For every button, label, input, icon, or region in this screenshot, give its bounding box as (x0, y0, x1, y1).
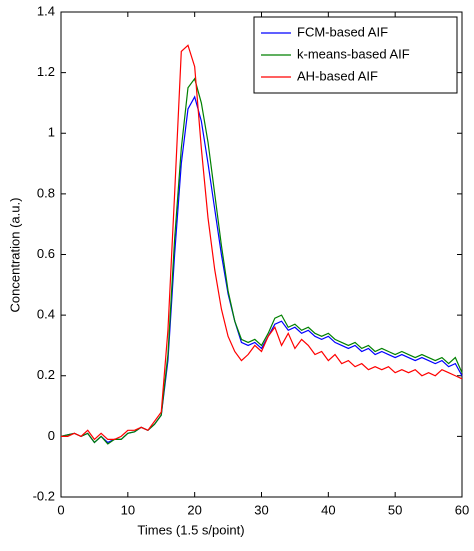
y-tick-label: 0 (48, 428, 55, 443)
y-tick-label: -0.2 (33, 488, 55, 503)
x-tick-label: 40 (321, 502, 335, 517)
series-line (61, 44, 463, 441)
series-line (60, 77, 463, 445)
y-tick-label: 1 (48, 125, 55, 140)
legend-label: FCM-based AIF (297, 24, 388, 39)
y-tick-label: 1.2 (37, 64, 55, 79)
x-tick-label: 0 (57, 502, 64, 517)
plot-frame (60, 11, 463, 498)
x-tick-label: 10 (121, 502, 135, 517)
y-tick-label: 0.8 (37, 185, 55, 200)
legend-label: k-means-based AIF (297, 46, 410, 61)
y-axis-label: Concentration (a.u.) (7, 198, 22, 313)
x-tick-label: 50 (388, 502, 402, 517)
legend-label: AH-based AIF (297, 68, 378, 83)
x-tick-label: 30 (254, 502, 268, 517)
y-tick-label: 0.2 (37, 367, 55, 382)
y-tick-label: 0.4 (37, 307, 55, 322)
y-tick-label: 1.4 (37, 3, 55, 18)
y-tick-label: 0.6 (37, 246, 55, 261)
x-tick-label: 20 (187, 502, 201, 517)
x-tick-label: 60 (455, 502, 469, 517)
x-axis-label: Times (1.5 s/point) (137, 522, 244, 537)
